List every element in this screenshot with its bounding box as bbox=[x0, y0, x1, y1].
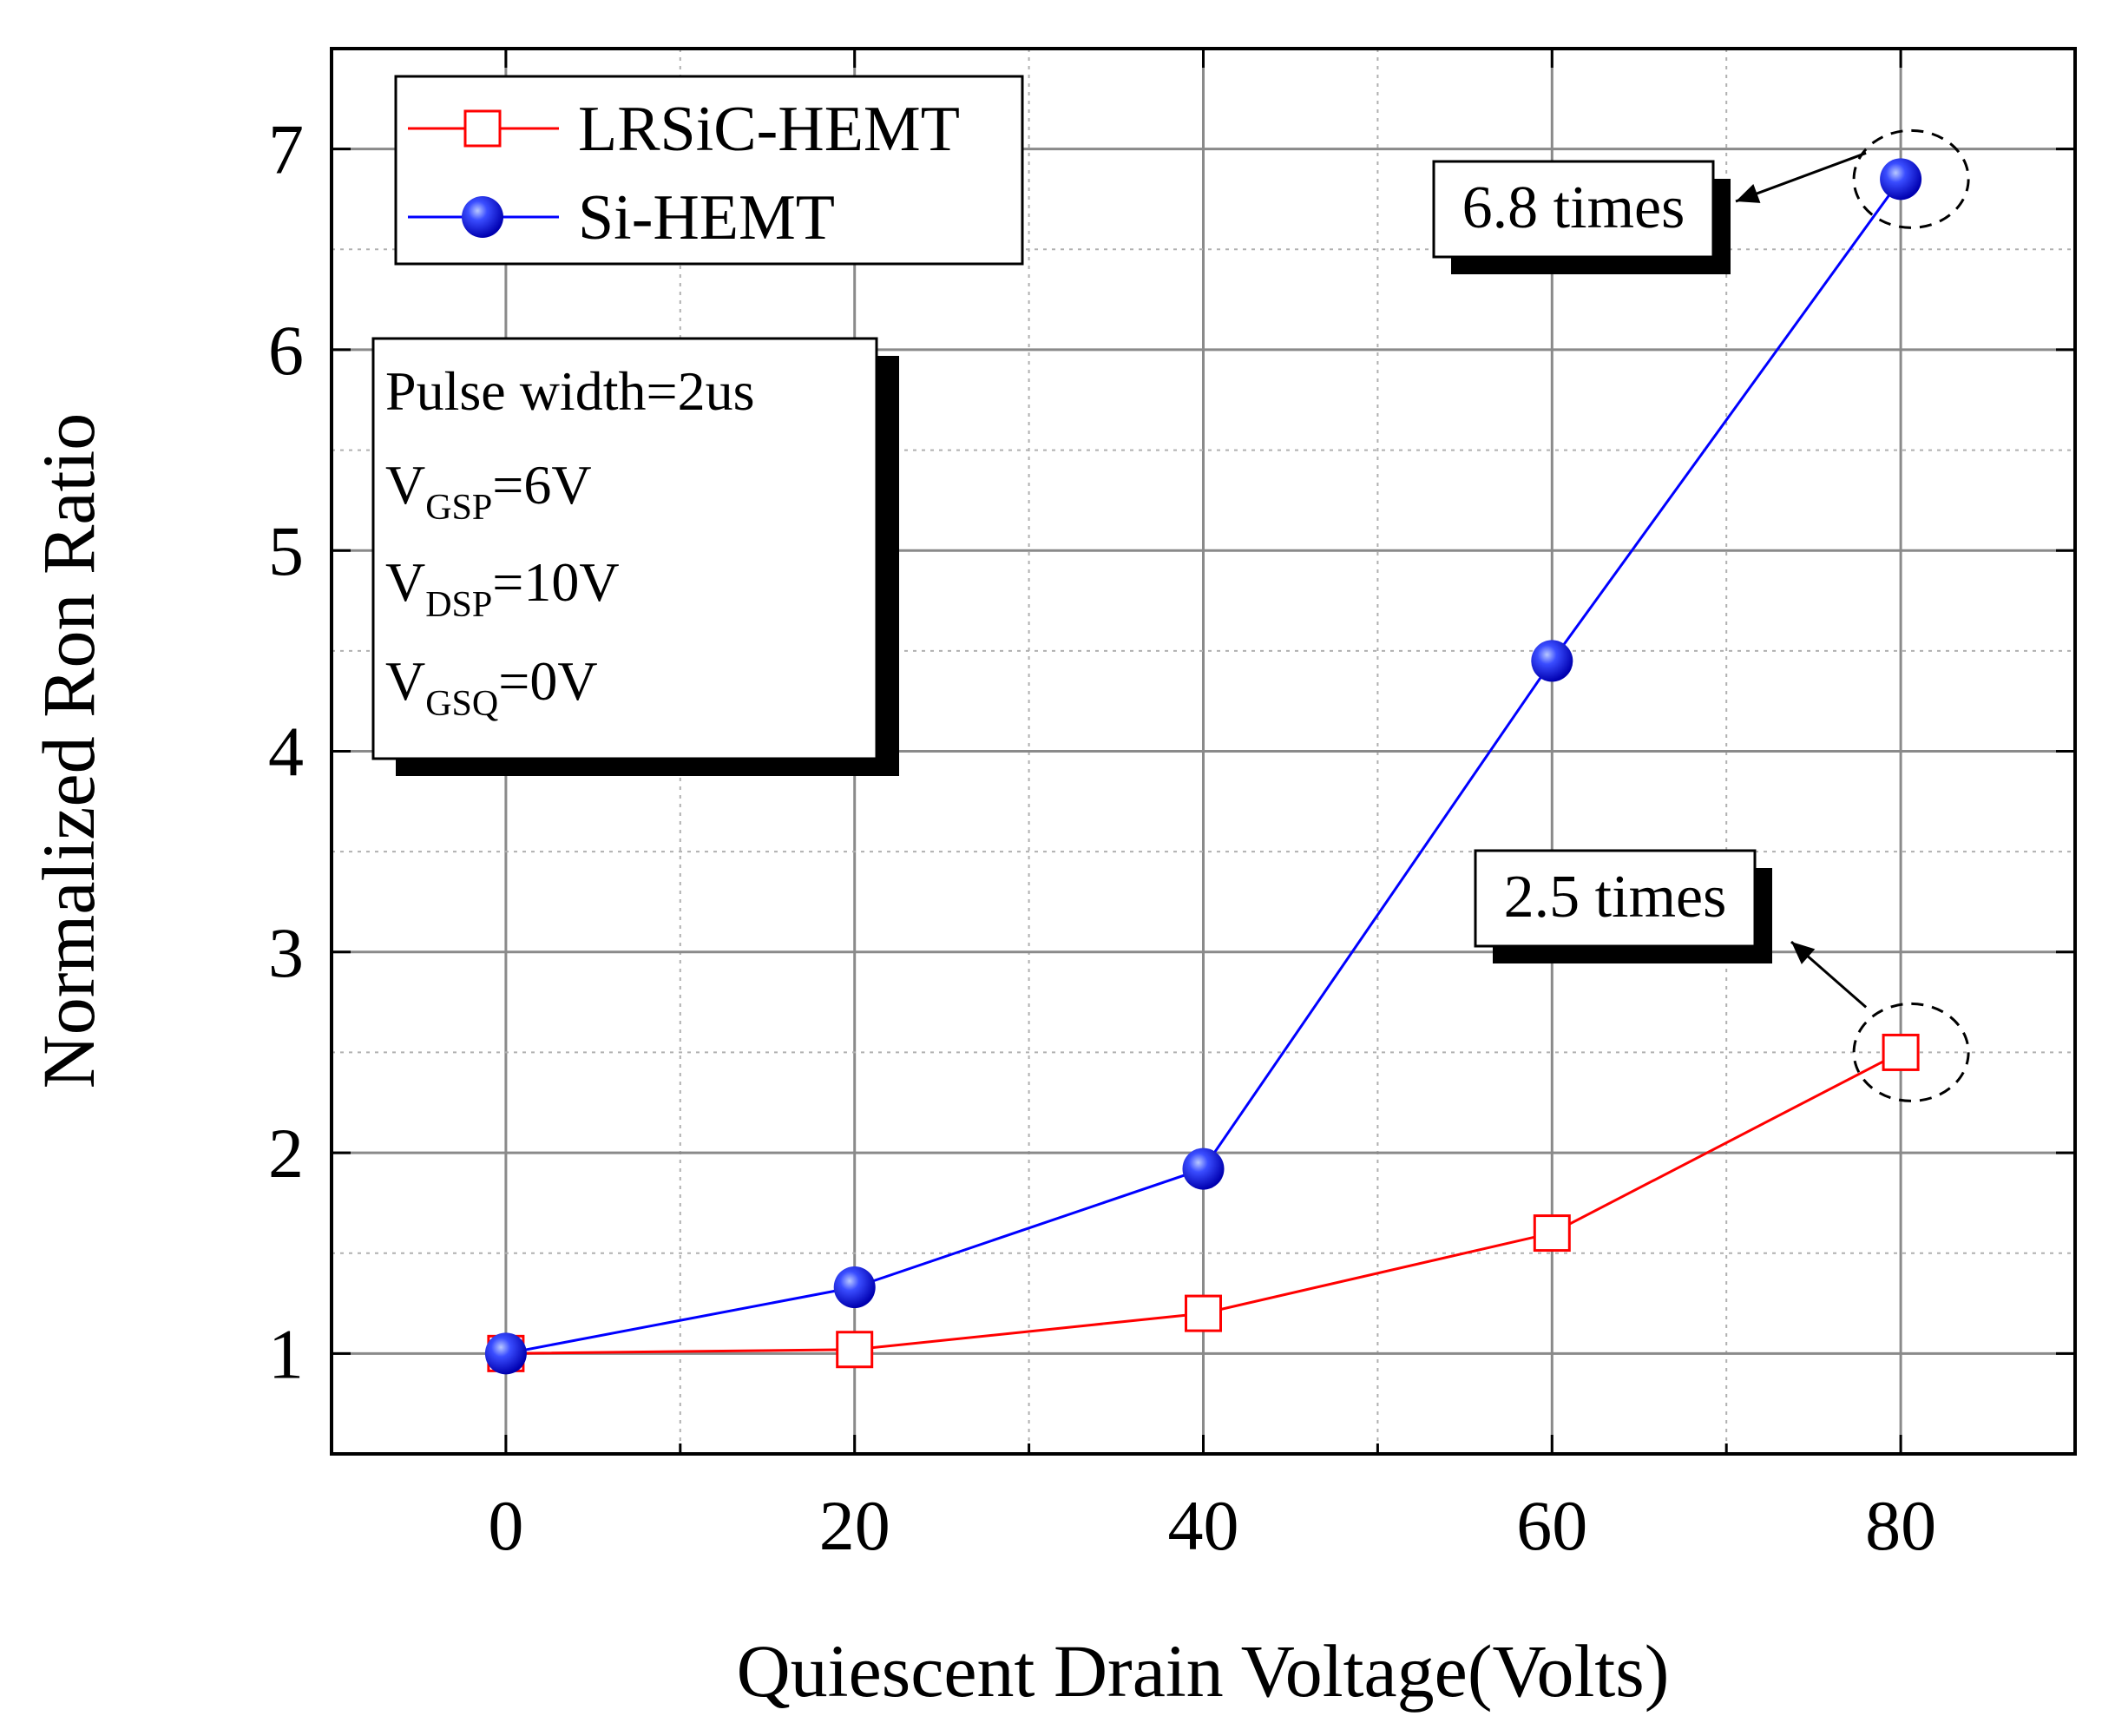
callout-circle bbox=[1852, 1002, 1970, 1102]
data-point-lrsic bbox=[836, 1331, 874, 1369]
callout-label: 6.8 times bbox=[1462, 174, 1685, 241]
x-tick-label: 0 bbox=[488, 1486, 523, 1565]
x-axis-title: Quiescent Drain Voltage(Volts) bbox=[737, 1629, 1670, 1713]
legend-label-si: Si-HEMT bbox=[578, 182, 835, 253]
callout-circle bbox=[1852, 128, 1970, 229]
conditions-box: Pulse width=2us VGSP=6V VDSP=10V VGSQ=0V bbox=[371, 337, 899, 776]
legend-marker-lrsic bbox=[463, 109, 502, 148]
y-tick-label: 5 bbox=[268, 511, 304, 590]
pulse-width-text: Pulse width=2us bbox=[385, 360, 754, 422]
legend-marker-si bbox=[462, 196, 503, 238]
vdsp-text: VDSP=10V bbox=[385, 551, 620, 625]
vgsq-text: VGSQ=0V bbox=[385, 650, 598, 724]
data-point-si bbox=[1880, 158, 1922, 201]
callout-label: 2.5 times bbox=[1504, 864, 1727, 930]
data-point-si bbox=[484, 1332, 527, 1375]
callout-box bbox=[1474, 849, 1757, 948]
y-axis-title: Normalized Ron Ratio bbox=[27, 413, 110, 1089]
y-tick-label: 4 bbox=[268, 713, 304, 792]
data-point-si bbox=[1531, 640, 1573, 682]
y-tick-label: 3 bbox=[268, 913, 304, 992]
y-tick-label: 2 bbox=[268, 1114, 304, 1193]
x-tick-label: 60 bbox=[1516, 1486, 1587, 1565]
callout-arrowhead bbox=[1736, 183, 1761, 203]
y-tick-label: 7 bbox=[268, 110, 304, 189]
axis-ticks bbox=[332, 49, 2075, 1454]
data-point-si bbox=[1182, 1147, 1225, 1190]
x-tick-label: 40 bbox=[1168, 1486, 1239, 1565]
callouts: 6.8 times 2.5 times bbox=[1432, 128, 1970, 1102]
vgsp-text: VGSP=6V bbox=[385, 454, 592, 528]
data-point-lrsic bbox=[1185, 1294, 1222, 1332]
y-tick-label: 6 bbox=[268, 311, 304, 390]
series-layer bbox=[484, 158, 1922, 1375]
callout-box bbox=[1432, 160, 1715, 259]
x-tick-label: 80 bbox=[1865, 1486, 1936, 1565]
legend: LRSiC-HEMT Si-HEMT bbox=[394, 75, 1024, 266]
tick-labels: 0 20 40 60 80 1 2 3 4 5 6 7 bbox=[268, 110, 1936, 1565]
x-tick-label: 20 bbox=[819, 1486, 890, 1565]
legend-label-lrsic: LRSiC-HEMT bbox=[578, 94, 960, 165]
data-point-lrsic bbox=[1882, 1033, 1920, 1071]
data-point-lrsic bbox=[1533, 1214, 1571, 1253]
callout-arrow bbox=[1735, 151, 1867, 203]
data-point-si bbox=[833, 1266, 876, 1309]
y-tick-label: 1 bbox=[268, 1314, 304, 1393]
callout-arrowhead bbox=[1791, 942, 1816, 964]
